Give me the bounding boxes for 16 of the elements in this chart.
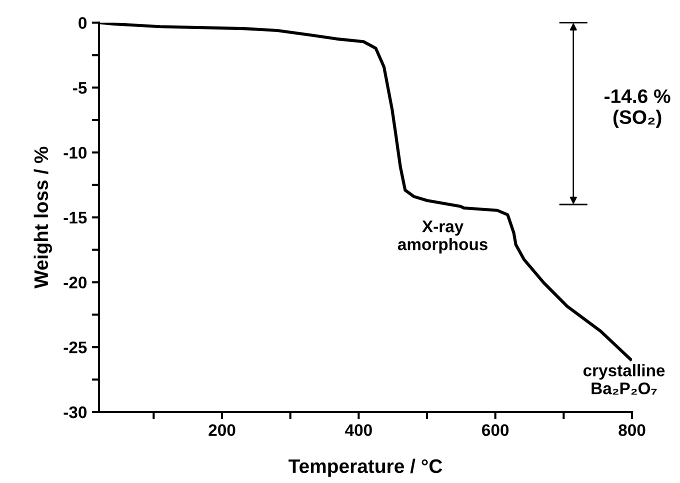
x-tick-label: 600 <box>482 424 509 436</box>
y-tick-label: 0 <box>78 17 87 29</box>
y-tick-label: -25 <box>64 342 87 354</box>
y-axis-title: Weight loss / % <box>34 146 52 288</box>
annotation: crystalline Ba₂P₂O₇ <box>583 364 665 395</box>
annotation: X-ray amorphous <box>398 220 488 254</box>
y-tick-label: -30 <box>64 406 87 418</box>
y-tick-label: -15 <box>64 212 87 224</box>
x-tick-label: 400 <box>345 424 372 436</box>
y-tick-label: -5 <box>73 82 87 94</box>
x-tick-label: 200 <box>208 424 236 436</box>
y-tick-label: -20 <box>64 276 87 288</box>
x-axis-title: Temperature / °C <box>288 458 442 477</box>
y-tick-label: -10 <box>64 146 87 159</box>
annotation: -14.6 % (SO₂) <box>604 89 670 128</box>
x-tick-label: 800 <box>618 424 646 436</box>
